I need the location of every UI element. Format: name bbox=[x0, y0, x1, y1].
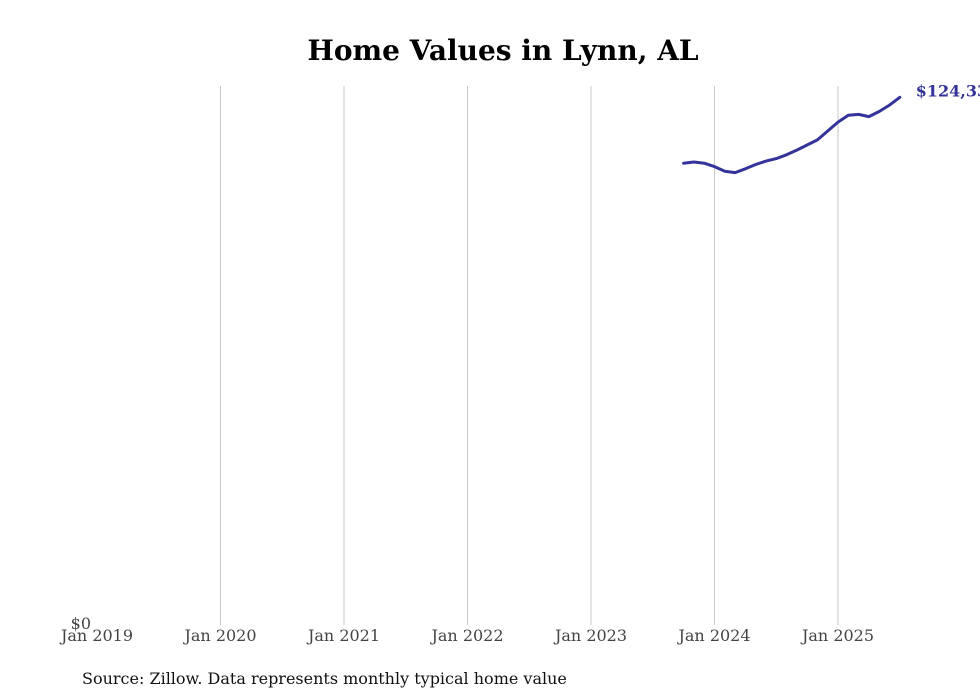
x-tick-label: Jan 2019 bbox=[59, 626, 133, 645]
x-axis-ticks: Jan 2019 Jan 2020 Jan 2021 Jan 2022 Jan 2023… bbox=[59, 626, 874, 645]
x-tick-label: Jan 2024 bbox=[676, 626, 750, 645]
end-value-label: $124,33 bbox=[916, 81, 980, 100]
x-tick-label: Jan 2025 bbox=[800, 626, 874, 645]
x-tick-label: Jan 2022 bbox=[429, 626, 503, 645]
y-axis-ticks: $0 bbox=[71, 614, 91, 633]
series-line bbox=[682, 95, 902, 175]
x-tick-label: Jan 2020 bbox=[182, 626, 256, 645]
x-tick-label: Jan 2021 bbox=[306, 626, 380, 645]
x-tick-label: Jan 2023 bbox=[553, 626, 627, 645]
chart-title: Home Values in Lynn, AL bbox=[307, 34, 699, 67]
y-tick-label: $0 bbox=[71, 614, 91, 633]
series-group: $124,33 bbox=[682, 81, 980, 175]
gridlines bbox=[220, 86, 839, 625]
source-note: Source: Zillow. Data represents monthly … bbox=[82, 669, 567, 688]
